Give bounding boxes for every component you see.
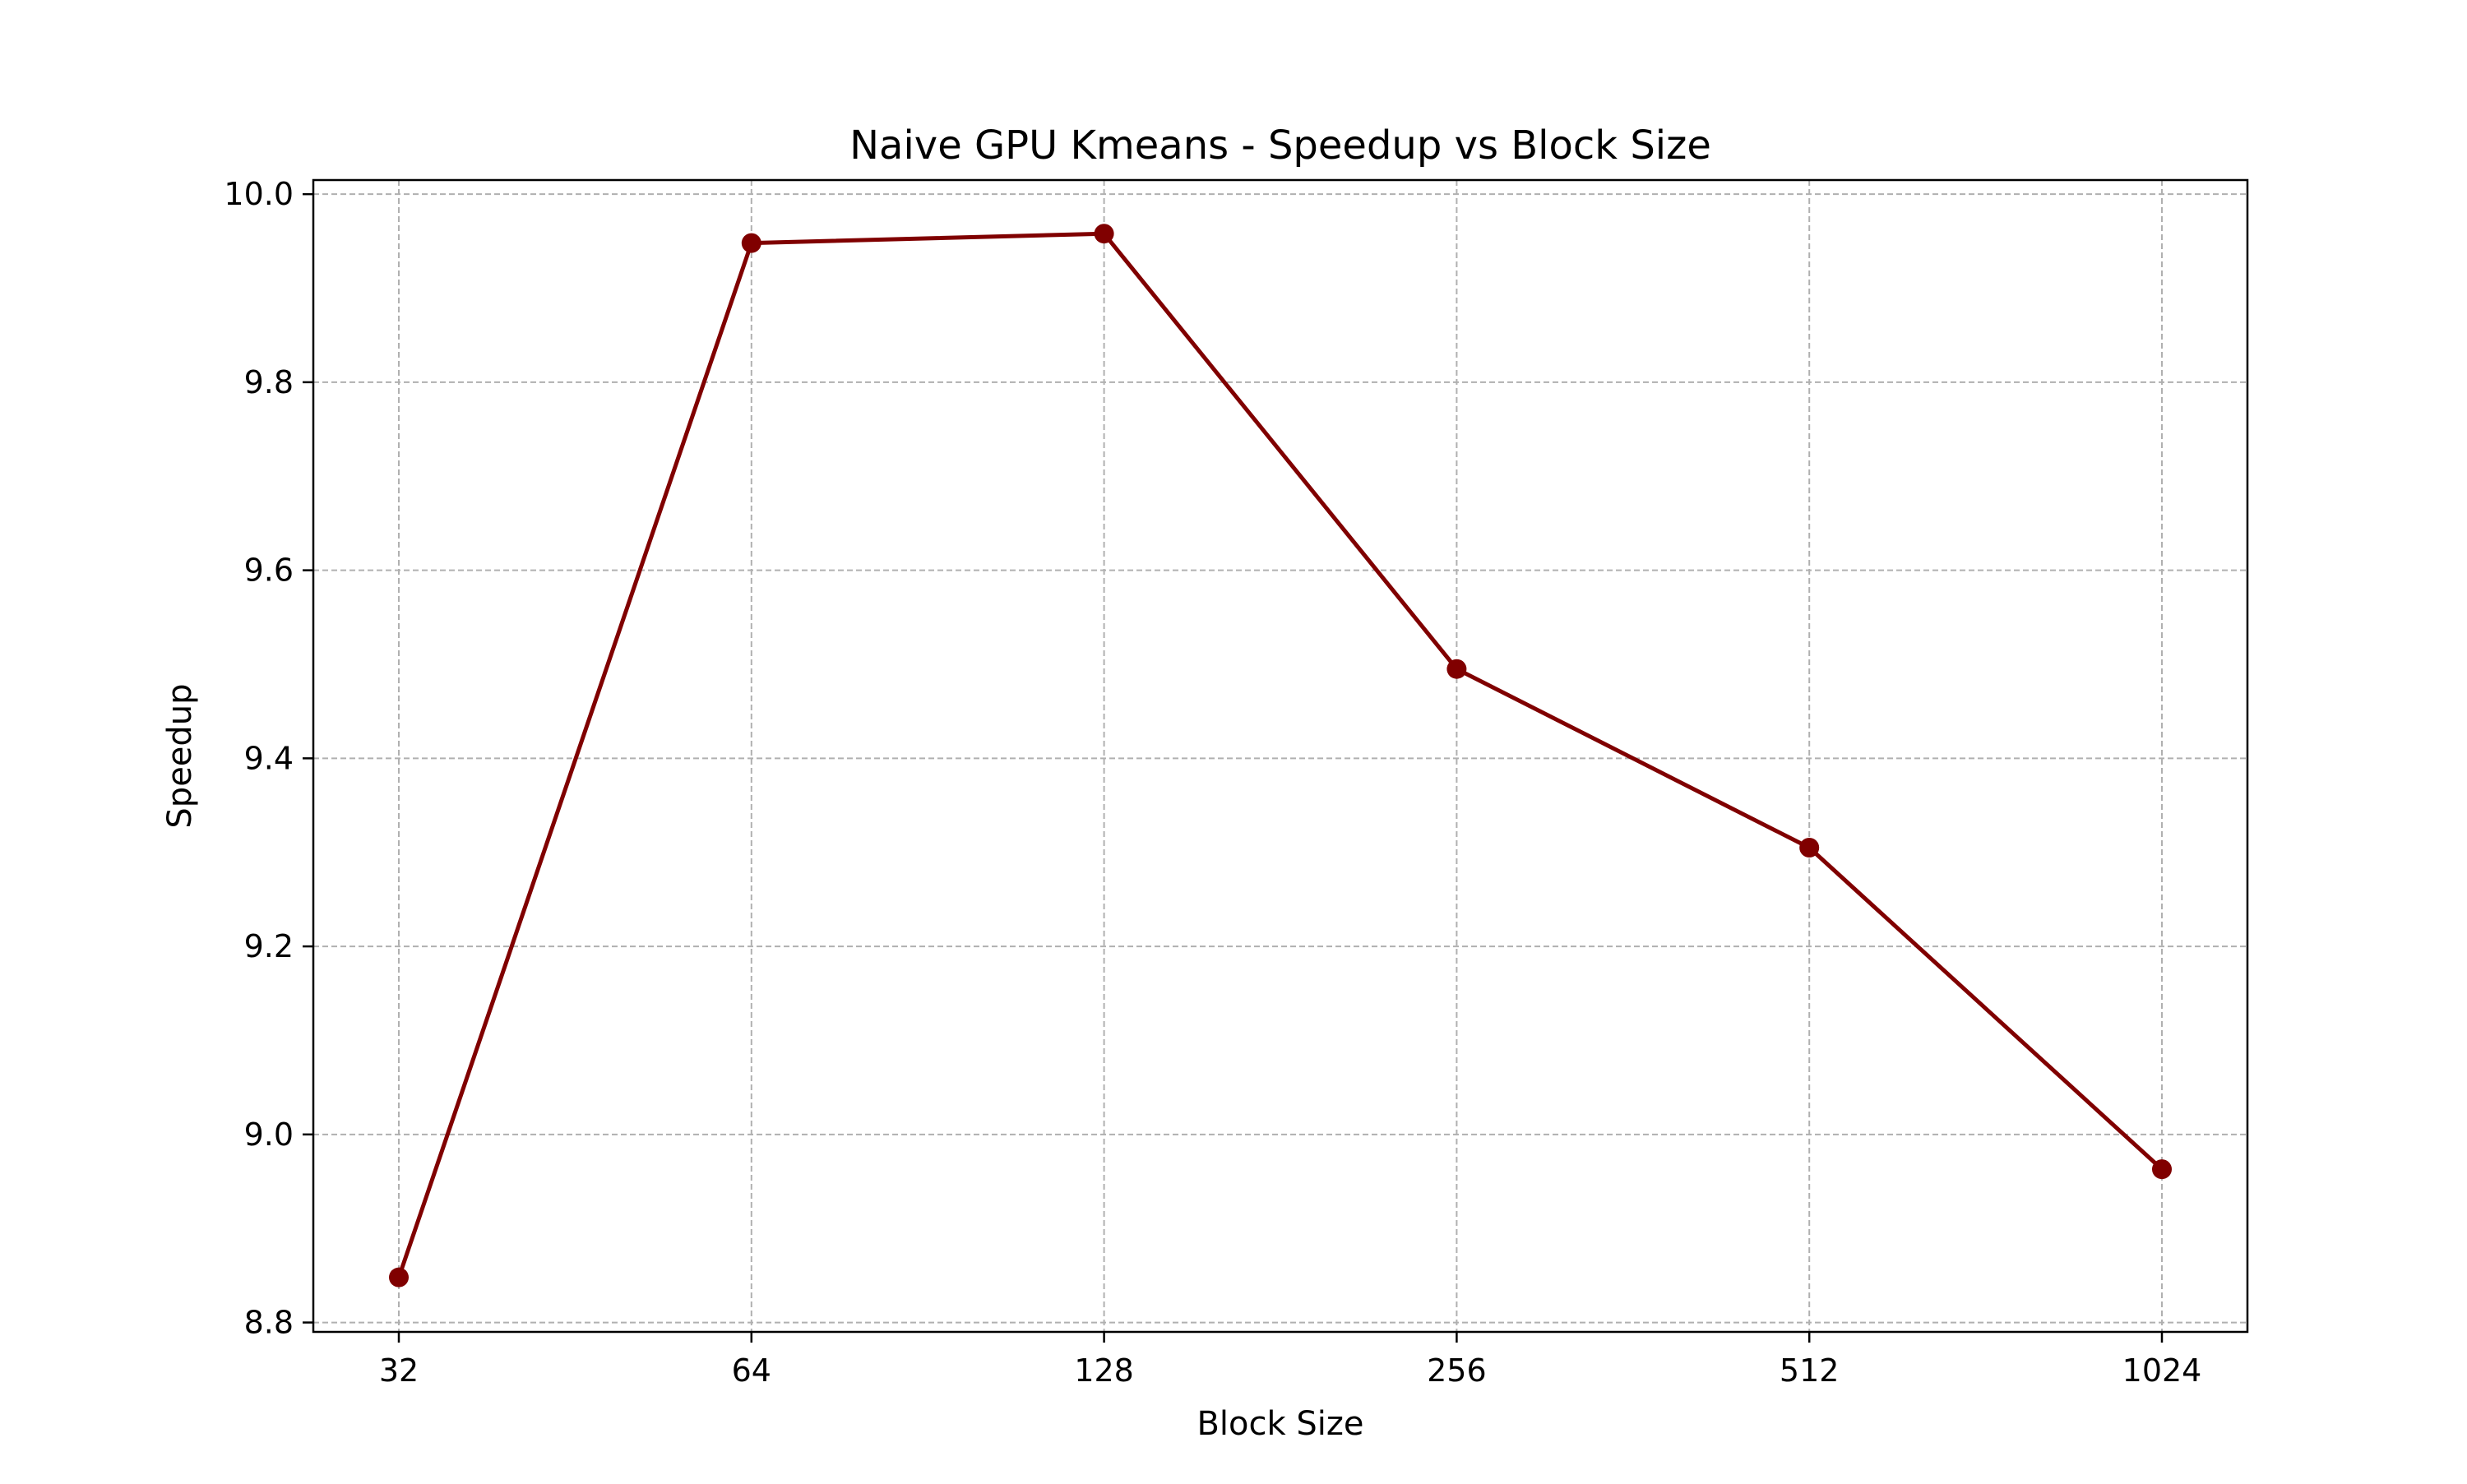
plot-frame xyxy=(312,178,2249,1334)
data-point xyxy=(389,1267,409,1288)
data-point xyxy=(1094,224,1114,244)
y-axis-label: Speedup xyxy=(161,683,199,828)
y-tick-label: 9.4 xyxy=(244,740,294,776)
series-layer xyxy=(389,224,2172,1288)
chart-title: Naive GPU Kmeans - Speedup vs Block Size xyxy=(849,123,1711,169)
y-tick-label: 8.8 xyxy=(244,1305,294,1341)
y-tick-label: 9.6 xyxy=(244,552,294,589)
x-axis-label: Block Size xyxy=(1196,1405,1363,1443)
y-tick-label: 9.0 xyxy=(244,1116,294,1153)
x-tick-label: 1024 xyxy=(2122,1352,2202,1389)
grid-lines xyxy=(313,180,2247,1332)
x-tick-label: 128 xyxy=(1074,1352,1134,1389)
y-tick-label: 10.0 xyxy=(224,176,294,212)
data-point xyxy=(1446,659,1467,679)
axis-ticks: 32 64 128 256 512 1024 8.8 9.0 9.2 9.4 9.6 9.8 10.0 xyxy=(224,176,2201,1389)
data-point xyxy=(2152,1159,2172,1180)
y-tick-label: 9.2 xyxy=(244,928,294,964)
data-point xyxy=(741,233,761,253)
x-tick-label: 512 xyxy=(1780,1352,1840,1389)
x-tick-label: 64 xyxy=(732,1352,771,1389)
data-point xyxy=(1799,838,1820,858)
x-tick-label: 256 xyxy=(1427,1352,1487,1389)
series-line xyxy=(396,231,2164,1278)
y-tick-label: 9.8 xyxy=(244,364,294,400)
x-tick-label: 32 xyxy=(379,1352,419,1389)
